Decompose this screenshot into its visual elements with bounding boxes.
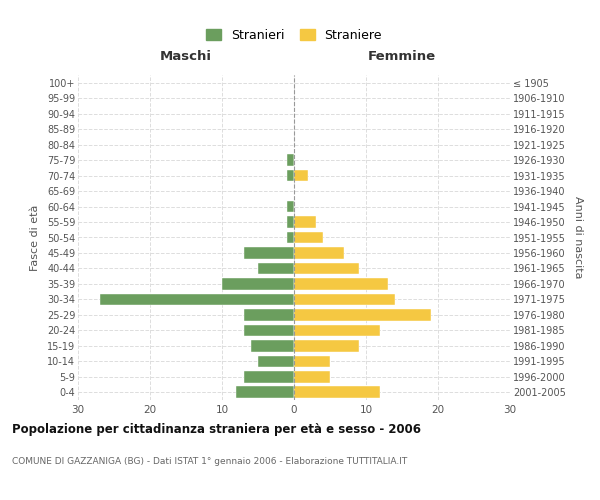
Bar — [258, 262, 294, 274]
Bar — [100, 294, 294, 305]
Bar — [294, 340, 359, 351]
Y-axis label: Anni di nascita: Anni di nascita — [572, 196, 583, 279]
Bar — [294, 216, 316, 228]
Y-axis label: Fasce di età: Fasce di età — [30, 204, 40, 270]
Bar — [294, 278, 388, 289]
Bar — [236, 386, 294, 398]
Legend: Stranieri, Straniere: Stranieri, Straniere — [200, 22, 388, 48]
Bar — [244, 371, 294, 382]
Bar — [294, 309, 431, 320]
Bar — [244, 247, 294, 259]
Bar — [294, 262, 359, 274]
Bar — [294, 386, 380, 398]
Bar — [244, 309, 294, 320]
Bar — [258, 356, 294, 367]
Bar — [287, 200, 294, 212]
Bar — [294, 170, 308, 181]
Bar — [244, 324, 294, 336]
Bar — [294, 356, 330, 367]
Text: Femmine: Femmine — [368, 50, 436, 62]
Bar — [294, 294, 395, 305]
Bar — [287, 216, 294, 228]
Bar — [251, 340, 294, 351]
Bar — [287, 170, 294, 181]
Bar — [294, 324, 380, 336]
Text: Maschi: Maschi — [160, 50, 212, 62]
Bar — [294, 232, 323, 243]
Text: Popolazione per cittadinanza straniera per età e sesso - 2006: Popolazione per cittadinanza straniera p… — [12, 422, 421, 436]
Bar — [287, 154, 294, 166]
Text: COMUNE DI GAZZANIGA (BG) - Dati ISTAT 1° gennaio 2006 - Elaborazione TUTTITALIA.: COMUNE DI GAZZANIGA (BG) - Dati ISTAT 1°… — [12, 458, 407, 466]
Bar — [287, 232, 294, 243]
Bar — [294, 247, 344, 259]
Bar — [294, 371, 330, 382]
Bar — [222, 278, 294, 289]
